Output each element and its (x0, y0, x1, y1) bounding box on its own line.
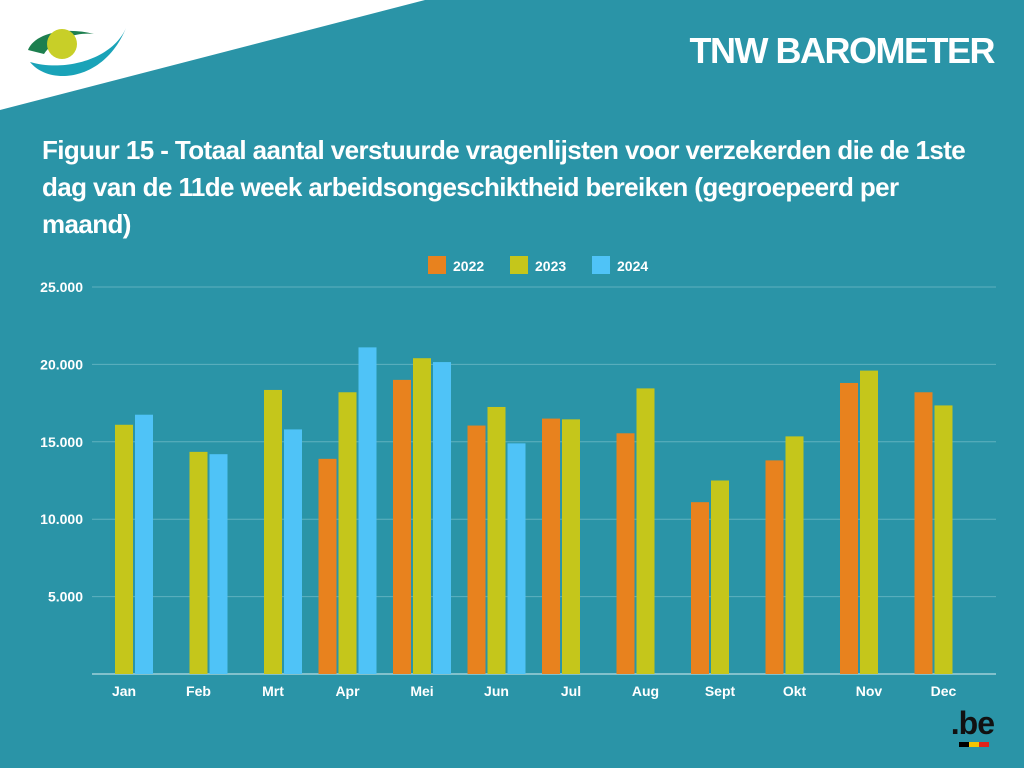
bar-2023-aug (636, 388, 655, 674)
riziv-logo-icon (24, 20, 134, 86)
brand-title: TNW BAROMETER (689, 30, 996, 71)
x-tick-label: Apr (335, 683, 360, 699)
bar-2022-apr (318, 458, 337, 674)
be-logo-text: .be (950, 705, 995, 741)
bar-2024-jun (507, 443, 526, 674)
bar-2023-apr (338, 392, 357, 674)
bar-2022-jul (542, 418, 560, 674)
bar-2024-jan (135, 414, 153, 674)
bar-2022-mei (393, 379, 411, 674)
y-tick-label: 25.000 (40, 279, 83, 295)
y-tick-label: 15.000 (40, 434, 83, 450)
bar-2022-jun (467, 425, 486, 674)
x-tick-label: Okt (783, 683, 807, 699)
bar-2022-sept (691, 502, 709, 674)
bar-2024-feb (209, 454, 228, 674)
bar-2023-okt (785, 436, 804, 674)
be-flag-icon (958, 742, 989, 747)
x-tick-label: Sept (705, 683, 736, 699)
bar-2022-dec (914, 392, 933, 674)
be-flag-stripe (958, 742, 969, 747)
bar-2023-jun (487, 406, 506, 674)
x-tick-label: Nov (856, 683, 883, 699)
bar-2022-aug (616, 433, 635, 674)
legend-label-2022: 2022 (453, 258, 484, 274)
y-tick-label: 20.000 (40, 356, 83, 372)
y-tick-label: 10.000 (40, 511, 83, 527)
bar-2024-apr (358, 347, 377, 674)
bar-2023-sept (711, 480, 729, 674)
bar-2023-mrt (264, 389, 282, 674)
legend-label-2023: 2023 (535, 258, 566, 274)
x-tick-label: Mei (410, 683, 433, 699)
be-flag-stripe (968, 742, 979, 747)
chart-title: Figuur 15 - Totaal aantal verstuurde vra… (42, 135, 966, 239)
legend-label-2024: 2024 (617, 258, 648, 274)
x-tick-label: Mrt (262, 683, 284, 699)
x-tick-label: Dec (931, 683, 957, 699)
bar-2024-mrt (284, 429, 302, 674)
be-logo: .be (950, 705, 995, 747)
x-tick-label: Jan (112, 683, 136, 699)
bar-2023-mei (413, 358, 431, 674)
x-tick-label: Jun (484, 683, 509, 699)
bar-2024-mei (433, 362, 451, 674)
bar-2023-nov (860, 370, 878, 674)
bar-2023-jan (115, 424, 133, 674)
x-tick-label: Aug (632, 683, 659, 699)
be-flag-stripe (978, 742, 989, 747)
bar-2023-feb (189, 451, 208, 674)
x-tick-label: Jul (561, 683, 581, 699)
bar-2023-dec (934, 405, 953, 674)
bar-2022-nov (840, 382, 858, 674)
y-tick-label: 5.000 (48, 589, 83, 605)
legend-swatch-2022 (428, 256, 446, 274)
legend-swatch-2024 (592, 256, 610, 274)
legend-swatch-2023 (510, 256, 528, 274)
x-tick-label: Feb (186, 683, 211, 699)
bar-2022-okt (765, 460, 784, 674)
bar-2023-jul (562, 419, 580, 674)
